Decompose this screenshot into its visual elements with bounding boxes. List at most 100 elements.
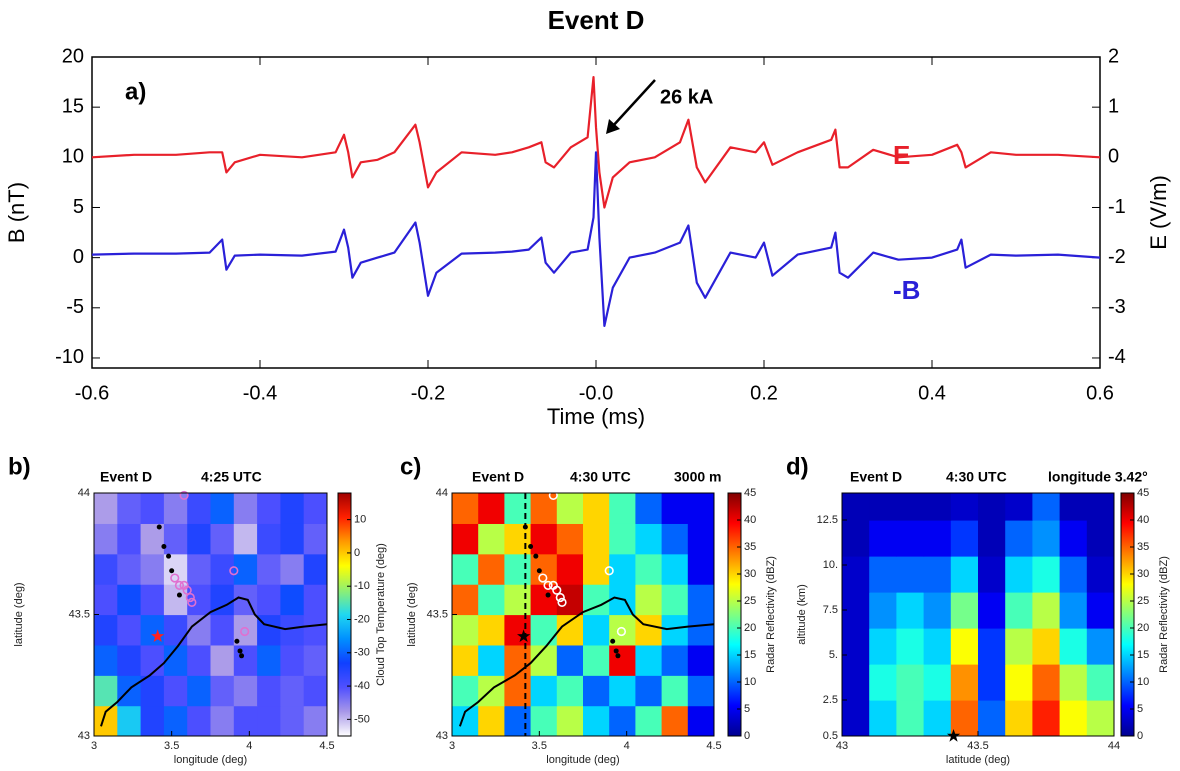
heatmap-cell [94,584,118,616]
heatmap-cell [842,493,870,521]
source-circle [187,597,197,607]
heatmap-cell [530,553,558,585]
heatmap [452,493,714,736]
heatmap-cell [661,493,689,524]
colorbar-tick-label: 15 [744,649,756,661]
heatmap-cell [140,644,165,676]
heatmap-cell [530,493,558,524]
heatmap-cell [280,584,305,616]
heatmap-cell [1086,664,1114,701]
heatmap-cell [94,553,118,585]
heatmap-cell [978,700,1006,736]
source-dot [615,653,621,659]
heatmap-cell [1032,493,1061,521]
heatmap-cell [661,523,689,555]
y-tick-label: 5. [829,649,838,661]
heatmap-cell [842,628,870,665]
heatmap-cell [233,675,258,707]
flash-star [151,629,165,642]
source-circle [543,580,553,590]
colorbar-tick-label: -50 [354,713,370,725]
heatmap-cell [556,614,584,646]
heatmap-cell [869,556,897,593]
heatmap-cell [896,592,925,629]
heatmap-cell [869,493,897,521]
panel-time: 4:30 UTC [570,469,631,485]
heatmap-cell [978,520,1006,557]
heatmap-cell [478,493,505,524]
colorbar-tick-label: 30 [744,568,756,580]
heatmap-cell [1032,628,1061,665]
y2-tick-label: -1 [1108,196,1126,218]
heatmap-cell [1005,556,1033,593]
heatmap-cell [978,493,1006,521]
panel-title: Event D [472,469,524,485]
panel-label: b) [8,453,31,480]
x-tick-label: -0.2 [411,382,445,404]
heatmap-cell [635,523,663,555]
panel-time: 4:25 UTC [201,469,262,485]
x-axis-label: longitude (deg) [174,754,247,766]
chart-title: Event D [548,5,645,35]
colorbar [727,492,742,737]
y-tick-label: 44 [78,487,90,499]
x-tick-label: -0.4 [243,382,277,404]
source-circle [170,573,180,583]
heatmap-cell [210,614,235,646]
heatmap-cell [661,584,689,616]
heatmap-cell [1005,700,1033,736]
colorbar-tick-label: 25 [744,595,756,607]
heatmap-cell [303,614,327,646]
colorbar [1120,492,1135,737]
heatmap-cell [1059,493,1088,521]
x-tick-label: -0.6 [75,382,109,404]
heatmap-cell [1032,664,1061,701]
colorbar-tick-label: 5 [1137,703,1143,715]
heatmap-cell [896,556,925,593]
colorbar-tick-label: 40 [744,514,756,526]
heatmap-cell [1005,520,1033,557]
heatmap-cell [842,556,870,593]
heatmap-cell [1059,556,1088,593]
heatmap-cell [504,644,532,676]
y2-tick-label: 2 [1108,45,1119,67]
heatmap-cell [1032,700,1061,736]
panel-time: 4:30 UTC [946,469,1007,485]
heatmap-cell [923,700,952,736]
heatmap-cell [687,553,714,585]
heatmap-cell [280,705,305,736]
y-tick-label: 2.5 [823,694,838,706]
heatmap-cell [140,553,165,585]
y-tick-label: 44 [436,487,448,499]
heatmap-cell [950,556,979,593]
y2-tick-label: -2 [1108,246,1126,268]
source-circle [182,585,192,595]
colorbar-tick-label: 35 [1137,541,1149,553]
heatmap-cell [210,644,235,676]
heatmap-cell [896,520,925,557]
heatmap-cell [635,553,663,585]
heatmap-cell [609,553,636,585]
colorbar-tick-label: 10 [744,676,756,688]
heatmap-cell [609,523,636,555]
heatmap-cell [923,556,952,593]
heatmap-cell [556,553,584,585]
heatmap-cell [609,644,636,676]
y-tick-label: 7.5 [823,604,838,616]
colorbar-label: Radar Reflectivity (dBZ) [765,556,777,673]
heatmap-cell [661,644,689,676]
heatmap-cell [187,584,212,616]
x-axis-label: Time (ms) [547,404,645,429]
colorbar-tick-label: 15 [1137,649,1149,661]
heatmap-cell [187,675,212,707]
x-tick-label: 3 [449,740,455,752]
heatmap-cell [140,523,165,555]
colorbar-tick-label: -20 [354,613,370,625]
heatmap-cell [303,584,327,616]
source-dot [166,553,172,559]
heatmap-cell [140,493,165,524]
heatmap-cell [94,614,118,646]
heatmap-cell [452,584,479,616]
heatmap-cell [1059,520,1088,557]
heatmap-cell [1005,493,1033,521]
